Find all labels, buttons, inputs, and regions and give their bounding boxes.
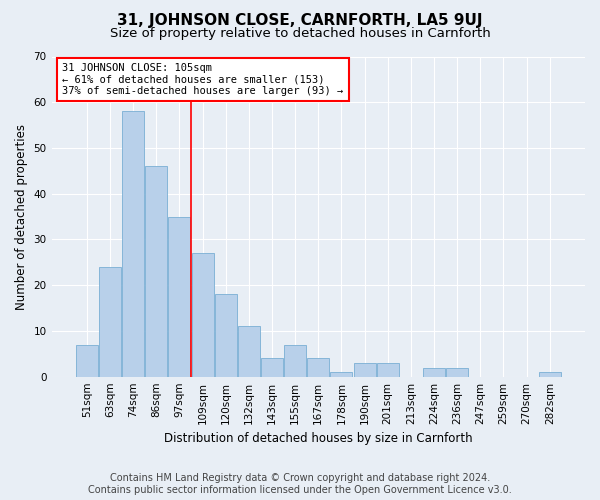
Text: 31, JOHNSON CLOSE, CARNFORTH, LA5 9UJ: 31, JOHNSON CLOSE, CARNFORTH, LA5 9UJ (117, 12, 483, 28)
Bar (377, 363, 399, 376)
Bar (307, 358, 329, 376)
Bar (423, 368, 445, 376)
Text: 31 JOHNSON CLOSE: 105sqm
← 61% of detached houses are smaller (153)
37% of semi-: 31 JOHNSON CLOSE: 105sqm ← 61% of detach… (62, 63, 343, 96)
Bar (284, 344, 306, 376)
Text: Size of property relative to detached houses in Carnforth: Size of property relative to detached ho… (110, 28, 490, 40)
Bar (261, 358, 283, 376)
Bar (539, 372, 561, 376)
X-axis label: Distribution of detached houses by size in Carnforth: Distribution of detached houses by size … (164, 432, 473, 445)
Bar (169, 216, 190, 376)
Text: Contains HM Land Registry data © Crown copyright and database right 2024.
Contai: Contains HM Land Registry data © Crown c… (88, 474, 512, 495)
Bar (122, 112, 144, 376)
Bar (76, 344, 98, 376)
Bar (191, 253, 214, 376)
Bar (99, 267, 121, 376)
Y-axis label: Number of detached properties: Number of detached properties (15, 124, 28, 310)
Bar (145, 166, 167, 376)
Bar (446, 368, 468, 376)
Bar (238, 326, 260, 376)
Bar (331, 372, 352, 376)
Bar (215, 294, 236, 376)
Bar (353, 363, 376, 376)
